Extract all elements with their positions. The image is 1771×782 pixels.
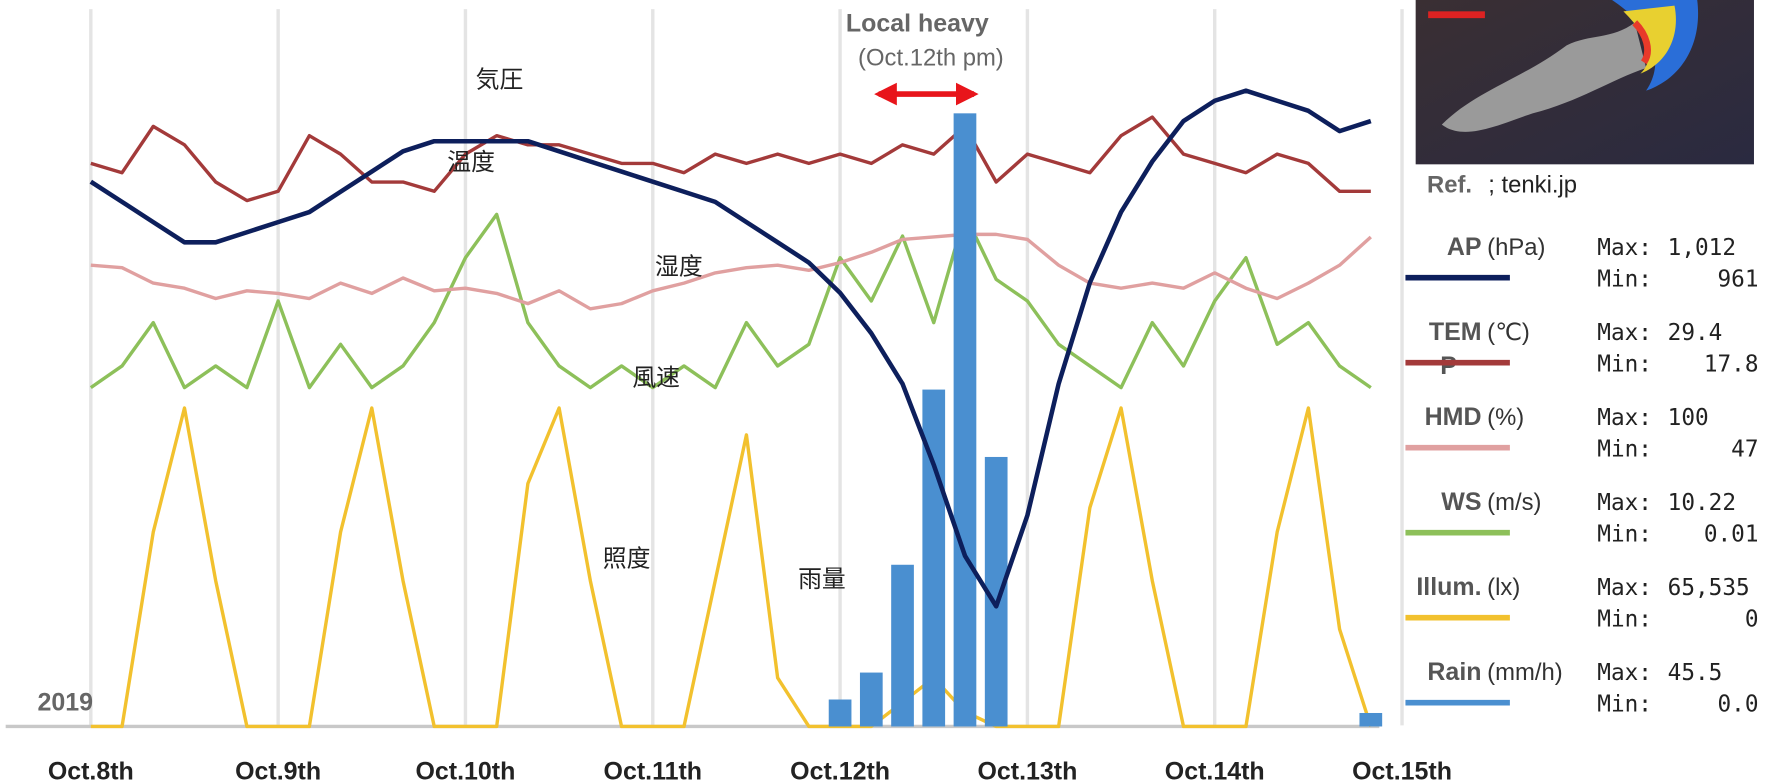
legend-min-text: Min: (1597, 522, 1652, 548)
legend-unit: (℃) (1487, 319, 1530, 346)
rain-bar (953, 113, 977, 727)
x-tick-label: Oct.15th (1352, 758, 1452, 782)
legend-max-text: Max: (1597, 405, 1652, 431)
legend-max: 45.5 (1668, 660, 1723, 686)
legend-min-text: Min: (1597, 692, 1652, 718)
annotation-title: Local heavy (846, 10, 989, 38)
source-prefix: Ref. (1427, 172, 1472, 199)
legend-max: 65,535 (1668, 575, 1750, 601)
x-tick-label: Oct.8th (48, 758, 134, 782)
legend-name: AP (1447, 233, 1482, 261)
map-image (1415, 0, 1754, 165)
legend-max-text: Max: (1597, 235, 1652, 261)
legend-unit: (%) (1487, 404, 1524, 431)
rain-bar (891, 564, 914, 727)
legend-min-text: Min: (1597, 607, 1652, 633)
legend-min: 17.8 (1704, 352, 1759, 378)
grid (89, 9, 1404, 726)
legend-name: HMD (1425, 403, 1482, 431)
series-line (89, 88, 1372, 609)
legend-name: Illum. (1416, 573, 1481, 601)
legend-unit: (m/s) (1487, 489, 1541, 516)
series-line (90, 232, 1372, 311)
legend-min-text: Min: (1597, 267, 1652, 293)
legend-min: 0 (1745, 607, 1759, 633)
legend-max: 10.22 (1668, 490, 1736, 516)
x-tick-label: Oct.12th (790, 758, 890, 782)
series-note: 風速 (632, 364, 680, 391)
x-tick-label: Oct.13th (977, 758, 1077, 782)
series-line (90, 406, 1373, 729)
legend-max-text: Max: (1597, 660, 1652, 686)
legend-max: 100 (1668, 405, 1709, 431)
legend-max-text: Max: (1597, 490, 1652, 516)
series-line (90, 115, 1371, 203)
rain-bar (922, 389, 946, 727)
legend-min: 961 (1718, 267, 1759, 293)
legend-min-text: Min: (1597, 437, 1652, 463)
year-label: 2019 (37, 689, 93, 717)
legend-max-text: Max: (1597, 320, 1652, 346)
series-note: 温度 (447, 149, 495, 176)
legend-max: 1,012 (1668, 235, 1736, 261)
legend-unit: (hPa) (1487, 234, 1545, 261)
legend-name: Rain (1427, 658, 1481, 686)
legend-name: WS (1441, 488, 1481, 516)
legend-unit: (mm/h) (1487, 659, 1562, 686)
x-tick-label: Oct.10th (416, 758, 516, 782)
annotation-subtitle: (Oct.12th pm) (858, 45, 1004, 72)
legend-min: 47 (1731, 437, 1758, 463)
series-note: 雨量 (798, 566, 846, 593)
legend-name-tail: P (1440, 352, 1457, 380)
x-tick-label: Oct.11th (604, 758, 702, 782)
legend-name: TEM (1429, 318, 1482, 346)
legend-min: 0.01 (1704, 522, 1759, 548)
rain-bar (1359, 712, 1383, 727)
series-note: 照度 (603, 546, 651, 573)
source-text: ; tenki.jp (1488, 172, 1577, 199)
legend-min-text: Min: (1597, 352, 1652, 378)
legend-max: 29.4 (1668, 320, 1723, 346)
series-line (89, 212, 1372, 390)
rain-bar (859, 672, 883, 727)
series-note: 湿度 (655, 253, 703, 280)
legend-max-text: Max: (1597, 575, 1652, 601)
x-tick-label: Oct.9th (235, 758, 321, 782)
rain-bar (984, 456, 1008, 727)
legend: Illum. (lx) Max: 65,535 Min: 0 WS (m/s) Max: 10.2… (1405, 233, 1759, 718)
legend-unit: (lx) (1487, 574, 1520, 601)
legend-min: 0.0 (1718, 692, 1759, 718)
x-tick-label: Oct.14th (1165, 758, 1265, 782)
marks (89, 88, 1383, 729)
series-note: 気圧 (476, 66, 524, 93)
rain-bar (828, 699, 852, 727)
